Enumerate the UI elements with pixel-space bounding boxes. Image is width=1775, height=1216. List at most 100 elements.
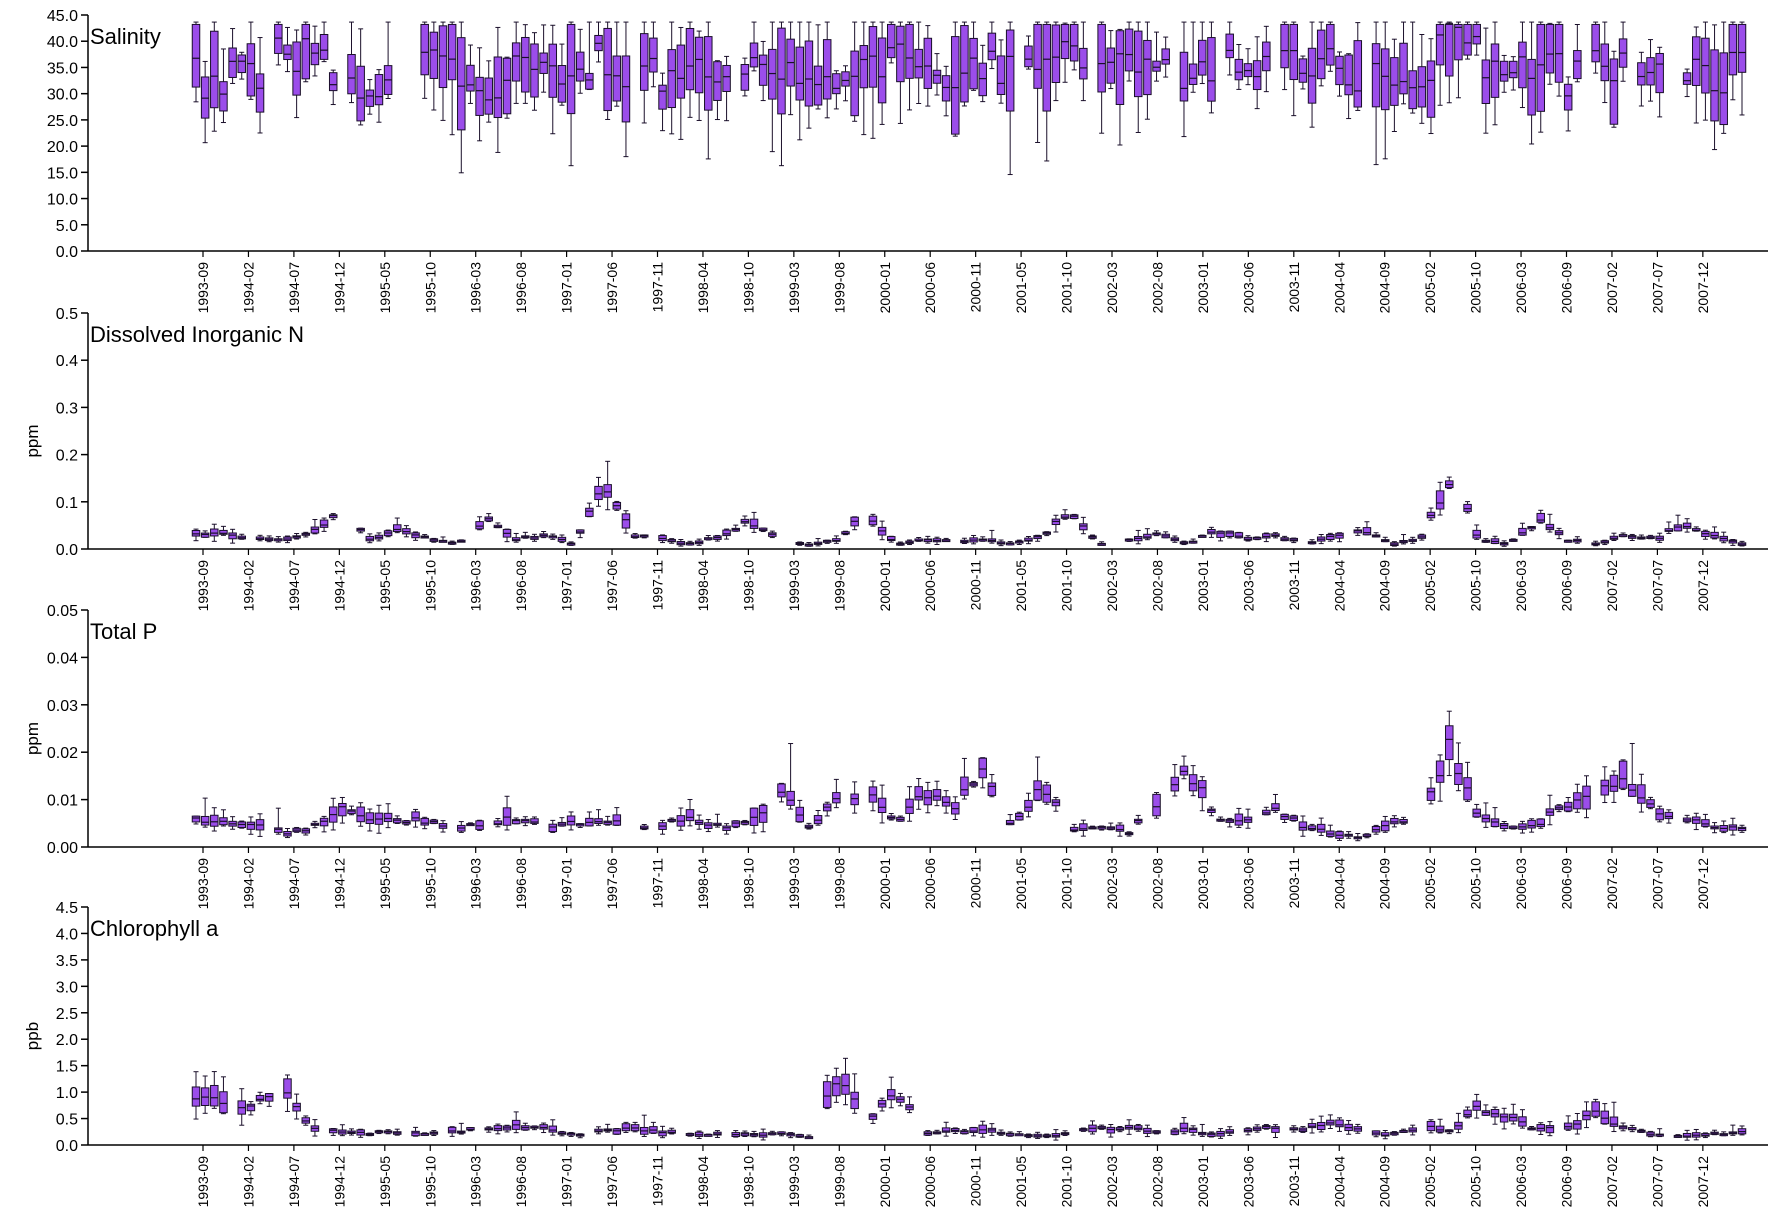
box xyxy=(511,42,521,82)
box xyxy=(356,65,365,122)
box xyxy=(1079,523,1088,531)
box xyxy=(1682,1132,1692,1138)
x-tick-label: 1997-06 xyxy=(604,560,620,612)
box xyxy=(1371,43,1381,108)
box xyxy=(905,23,914,79)
box xyxy=(1573,792,1582,810)
box xyxy=(1463,23,1472,56)
box xyxy=(832,792,841,804)
x-tick-label: 1993-09 xyxy=(195,560,211,612)
x-tick-label: 1995-10 xyxy=(422,1156,438,1208)
box xyxy=(219,529,228,535)
box xyxy=(365,812,375,824)
x-tick-label: 2003-11 xyxy=(1286,560,1302,611)
box xyxy=(1545,23,1555,74)
box xyxy=(749,518,759,529)
x-tick-label: 2001-10 xyxy=(1059,262,1075,314)
box xyxy=(475,521,484,530)
box xyxy=(1426,60,1436,118)
box xyxy=(255,73,265,113)
y-tick-label: 0.03 xyxy=(47,698,78,715)
y-axis-label: ppm xyxy=(23,722,42,755)
box xyxy=(283,1078,292,1099)
box xyxy=(603,27,612,112)
x-tick-label: 2003-06 xyxy=(1240,560,1256,612)
box xyxy=(1673,524,1683,532)
box xyxy=(1271,803,1280,812)
y-tick-label: 15.0 xyxy=(47,165,78,182)
box xyxy=(768,48,777,100)
box xyxy=(210,30,219,109)
box xyxy=(1563,83,1573,111)
box xyxy=(191,1086,201,1107)
x-tick-label: 2000-01 xyxy=(877,560,893,612)
x-tick-label: 1994-12 xyxy=(331,1156,347,1208)
box xyxy=(1472,23,1481,45)
y-tick-label: 0.5 xyxy=(56,306,78,323)
box xyxy=(566,23,576,115)
box xyxy=(1271,1126,1280,1133)
x-tick-label: 2003-11 xyxy=(1286,262,1302,313)
box xyxy=(1499,60,1509,82)
box xyxy=(1380,48,1390,111)
box xyxy=(676,44,686,99)
box xyxy=(1445,725,1454,761)
box xyxy=(429,31,439,79)
x-tick-label: 2000-06 xyxy=(922,1156,938,1208)
x-tick-label: 1995-05 xyxy=(377,858,393,910)
x-tick-label: 2004-09 xyxy=(1377,560,1393,612)
box xyxy=(1234,813,1244,826)
x-tick-label: 2001-05 xyxy=(1013,262,1029,314)
box xyxy=(1545,523,1555,531)
box xyxy=(475,820,484,830)
box xyxy=(1143,533,1152,539)
x-tick-label: 1998-10 xyxy=(740,560,756,612)
x-tick-label: 2002-03 xyxy=(1104,262,1120,314)
box xyxy=(1664,811,1674,820)
box xyxy=(191,815,201,823)
x-tick-label: 2001-10 xyxy=(1059,858,1075,910)
box xyxy=(1408,70,1417,110)
x-tick-label: 2003-06 xyxy=(1240,1156,1256,1208)
box xyxy=(1316,29,1326,80)
box xyxy=(1618,760,1628,789)
x-tick-label: 1996-03 xyxy=(468,560,484,612)
x-tick-label: 1997-01 xyxy=(559,262,575,314)
x-tick-label: 2006-09 xyxy=(1559,1156,1575,1208)
x-tick-label: 2004-04 xyxy=(1331,1156,1347,1208)
y-tick-label: 0.0 xyxy=(56,542,78,559)
box xyxy=(493,820,503,826)
box xyxy=(1573,1120,1582,1130)
box xyxy=(1573,50,1582,80)
x-tick-label: 2005-02 xyxy=(1422,1156,1438,1208)
box xyxy=(1024,799,1033,812)
x-tick-label: 2005-02 xyxy=(1422,262,1438,314)
x-tick-label: 2007-07 xyxy=(1649,262,1665,314)
x-tick-label: 1993-09 xyxy=(195,858,211,910)
box xyxy=(1207,37,1216,102)
box xyxy=(914,786,923,801)
box xyxy=(1051,24,1061,84)
box xyxy=(1289,23,1299,81)
box xyxy=(667,49,676,109)
y-tick-label: 0.1 xyxy=(56,495,78,512)
y-axis-label: ppm xyxy=(23,424,42,457)
box xyxy=(237,54,246,74)
box xyxy=(200,76,210,119)
box xyxy=(548,1125,558,1133)
x-tick-label: 1994-02 xyxy=(240,262,256,314)
box xyxy=(411,811,420,822)
x-tick-label: 1998-10 xyxy=(740,858,756,910)
box xyxy=(850,793,859,806)
x-tick-label: 1996-03 xyxy=(468,262,484,314)
box xyxy=(1353,529,1363,534)
box xyxy=(301,23,311,80)
box xyxy=(951,36,960,135)
box xyxy=(1344,54,1353,96)
box xyxy=(356,806,365,823)
box xyxy=(548,43,558,98)
box xyxy=(1710,49,1719,122)
box xyxy=(1490,43,1500,98)
box xyxy=(338,802,347,817)
box xyxy=(1609,58,1619,125)
